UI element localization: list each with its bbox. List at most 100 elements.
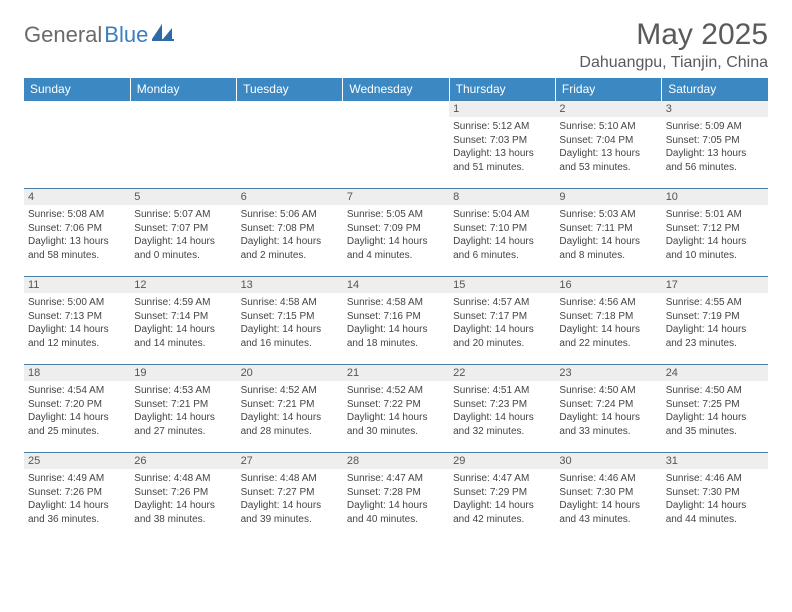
calendar-day-cell: 9Sunrise: 5:03 AMSunset: 7:11 PMDaylight… <box>555 189 661 277</box>
day-number: 26 <box>130 453 236 469</box>
calendar-day-cell: 20Sunrise: 4:52 AMSunset: 7:21 PMDayligh… <box>237 365 343 453</box>
day-number: 18 <box>24 365 130 381</box>
calendar-day-cell: 1Sunrise: 5:12 AMSunset: 7:03 PMDaylight… <box>449 101 555 189</box>
calendar-day-cell: 2Sunrise: 5:10 AMSunset: 7:04 PMDaylight… <box>555 101 661 189</box>
calendar-day-cell: 16Sunrise: 4:56 AMSunset: 7:18 PMDayligh… <box>555 277 661 365</box>
day-number: 29 <box>449 453 555 469</box>
weekday-header: Wednesday <box>343 78 449 101</box>
calendar-day-cell: 5Sunrise: 5:07 AMSunset: 7:07 PMDaylight… <box>130 189 236 277</box>
day-details: Sunrise: 4:59 AMSunset: 7:14 PMDaylight:… <box>130 293 236 353</box>
day-details: Sunrise: 4:50 AMSunset: 7:25 PMDaylight:… <box>662 381 768 441</box>
calendar-body: 1Sunrise: 5:12 AMSunset: 7:03 PMDaylight… <box>24 101 768 541</box>
calendar-week-row: 18Sunrise: 4:54 AMSunset: 7:20 PMDayligh… <box>24 365 768 453</box>
day-details: Sunrise: 5:10 AMSunset: 7:04 PMDaylight:… <box>555 117 661 177</box>
day-details: Sunrise: 5:09 AMSunset: 7:05 PMDaylight:… <box>662 117 768 177</box>
day-number: 5 <box>130 189 236 205</box>
day-details: Sunrise: 5:05 AMSunset: 7:09 PMDaylight:… <box>343 205 449 265</box>
calendar-day-cell: 23Sunrise: 4:50 AMSunset: 7:24 PMDayligh… <box>555 365 661 453</box>
header: GeneralBlue May 2025 Dahuangpu, Tianjin,… <box>24 18 768 72</box>
day-details: Sunrise: 5:04 AMSunset: 7:10 PMDaylight:… <box>449 205 555 265</box>
day-details: Sunrise: 4:46 AMSunset: 7:30 PMDaylight:… <box>662 469 768 529</box>
weekday-header: Saturday <box>662 78 768 101</box>
calendar-day-cell: 29Sunrise: 4:47 AMSunset: 7:29 PMDayligh… <box>449 453 555 541</box>
day-details: Sunrise: 4:48 AMSunset: 7:26 PMDaylight:… <box>130 469 236 529</box>
location: Dahuangpu, Tianjin, China <box>579 54 768 72</box>
day-number: 17 <box>662 277 768 293</box>
day-number: 16 <box>555 277 661 293</box>
day-number: 12 <box>130 277 236 293</box>
calendar-day-cell: 22Sunrise: 4:51 AMSunset: 7:23 PMDayligh… <box>449 365 555 453</box>
calendar-day-cell: 25Sunrise: 4:49 AMSunset: 7:26 PMDayligh… <box>24 453 130 541</box>
day-number: 10 <box>662 189 768 205</box>
day-details: Sunrise: 5:12 AMSunset: 7:03 PMDaylight:… <box>449 117 555 177</box>
day-details: Sunrise: 4:49 AMSunset: 7:26 PMDaylight:… <box>24 469 130 529</box>
calendar-day-cell: 18Sunrise: 4:54 AMSunset: 7:20 PMDayligh… <box>24 365 130 453</box>
day-number: 28 <box>343 453 449 469</box>
calendar-day-cell: 19Sunrise: 4:53 AMSunset: 7:21 PMDayligh… <box>130 365 236 453</box>
calendar-empty-cell <box>343 101 449 189</box>
day-number: 6 <box>237 189 343 205</box>
calendar-day-cell: 10Sunrise: 5:01 AMSunset: 7:12 PMDayligh… <box>662 189 768 277</box>
day-number: 3 <box>662 101 768 117</box>
day-details: Sunrise: 5:01 AMSunset: 7:12 PMDaylight:… <box>662 205 768 265</box>
calendar-day-cell: 15Sunrise: 4:57 AMSunset: 7:17 PMDayligh… <box>449 277 555 365</box>
weekday-header: Friday <box>555 78 661 101</box>
logo-text-blue: Blue <box>104 22 148 48</box>
day-details: Sunrise: 4:52 AMSunset: 7:21 PMDaylight:… <box>237 381 343 441</box>
day-number: 14 <box>343 277 449 293</box>
day-details: Sunrise: 4:48 AMSunset: 7:27 PMDaylight:… <box>237 469 343 529</box>
day-number: 30 <box>555 453 661 469</box>
day-details: Sunrise: 5:00 AMSunset: 7:13 PMDaylight:… <box>24 293 130 353</box>
day-number: 20 <box>237 365 343 381</box>
day-details: Sunrise: 5:03 AMSunset: 7:11 PMDaylight:… <box>555 205 661 265</box>
day-details: Sunrise: 4:51 AMSunset: 7:23 PMDaylight:… <box>449 381 555 441</box>
day-details: Sunrise: 4:53 AMSunset: 7:21 PMDaylight:… <box>130 381 236 441</box>
logo-text-general: General <box>24 22 102 48</box>
day-number: 24 <box>662 365 768 381</box>
weekday-row: SundayMondayTuesdayWednesdayThursdayFrid… <box>24 78 768 101</box>
calendar-week-row: 1Sunrise: 5:12 AMSunset: 7:03 PMDaylight… <box>24 101 768 189</box>
day-details: Sunrise: 4:47 AMSunset: 7:28 PMDaylight:… <box>343 469 449 529</box>
calendar-week-row: 25Sunrise: 4:49 AMSunset: 7:26 PMDayligh… <box>24 453 768 541</box>
month-title: May 2025 <box>579 18 768 52</box>
weekday-header: Sunday <box>24 78 130 101</box>
day-details: Sunrise: 4:54 AMSunset: 7:20 PMDaylight:… <box>24 381 130 441</box>
day-details: Sunrise: 5:07 AMSunset: 7:07 PMDaylight:… <box>130 205 236 265</box>
day-details: Sunrise: 5:06 AMSunset: 7:08 PMDaylight:… <box>237 205 343 265</box>
day-details: Sunrise: 4:46 AMSunset: 7:30 PMDaylight:… <box>555 469 661 529</box>
calendar-day-cell: 13Sunrise: 4:58 AMSunset: 7:15 PMDayligh… <box>237 277 343 365</box>
calendar-day-cell: 28Sunrise: 4:47 AMSunset: 7:28 PMDayligh… <box>343 453 449 541</box>
weekday-header: Monday <box>130 78 236 101</box>
day-number: 22 <box>449 365 555 381</box>
calendar-empty-cell <box>237 101 343 189</box>
logo: GeneralBlue <box>24 18 174 48</box>
calendar-day-cell: 8Sunrise: 5:04 AMSunset: 7:10 PMDaylight… <box>449 189 555 277</box>
day-number: 13 <box>237 277 343 293</box>
calendar-day-cell: 24Sunrise: 4:50 AMSunset: 7:25 PMDayligh… <box>662 365 768 453</box>
day-number: 4 <box>24 189 130 205</box>
calendar-day-cell: 12Sunrise: 4:59 AMSunset: 7:14 PMDayligh… <box>130 277 236 365</box>
weekday-header: Thursday <box>449 78 555 101</box>
day-number: 2 <box>555 101 661 117</box>
day-details: Sunrise: 4:57 AMSunset: 7:17 PMDaylight:… <box>449 293 555 353</box>
day-details: Sunrise: 5:08 AMSunset: 7:06 PMDaylight:… <box>24 205 130 265</box>
day-number: 31 <box>662 453 768 469</box>
calendar-day-cell: 4Sunrise: 5:08 AMSunset: 7:06 PMDaylight… <box>24 189 130 277</box>
sail-icon <box>152 24 174 47</box>
calendar-day-cell: 30Sunrise: 4:46 AMSunset: 7:30 PMDayligh… <box>555 453 661 541</box>
weekday-header: Tuesday <box>237 78 343 101</box>
calendar-day-cell: 6Sunrise: 5:06 AMSunset: 7:08 PMDaylight… <box>237 189 343 277</box>
calendar-week-row: 11Sunrise: 5:00 AMSunset: 7:13 PMDayligh… <box>24 277 768 365</box>
day-number: 11 <box>24 277 130 293</box>
calendar-table: SundayMondayTuesdayWednesdayThursdayFrid… <box>24 78 768 541</box>
calendar-empty-cell <box>130 101 236 189</box>
calendar-day-cell: 11Sunrise: 5:00 AMSunset: 7:13 PMDayligh… <box>24 277 130 365</box>
calendar-empty-cell <box>24 101 130 189</box>
day-details: Sunrise: 4:55 AMSunset: 7:19 PMDaylight:… <box>662 293 768 353</box>
day-number: 1 <box>449 101 555 117</box>
day-number: 27 <box>237 453 343 469</box>
calendar-day-cell: 14Sunrise: 4:58 AMSunset: 7:16 PMDayligh… <box>343 277 449 365</box>
day-details: Sunrise: 4:58 AMSunset: 7:16 PMDaylight:… <box>343 293 449 353</box>
title-block: May 2025 Dahuangpu, Tianjin, China <box>579 18 768 72</box>
day-number: 21 <box>343 365 449 381</box>
